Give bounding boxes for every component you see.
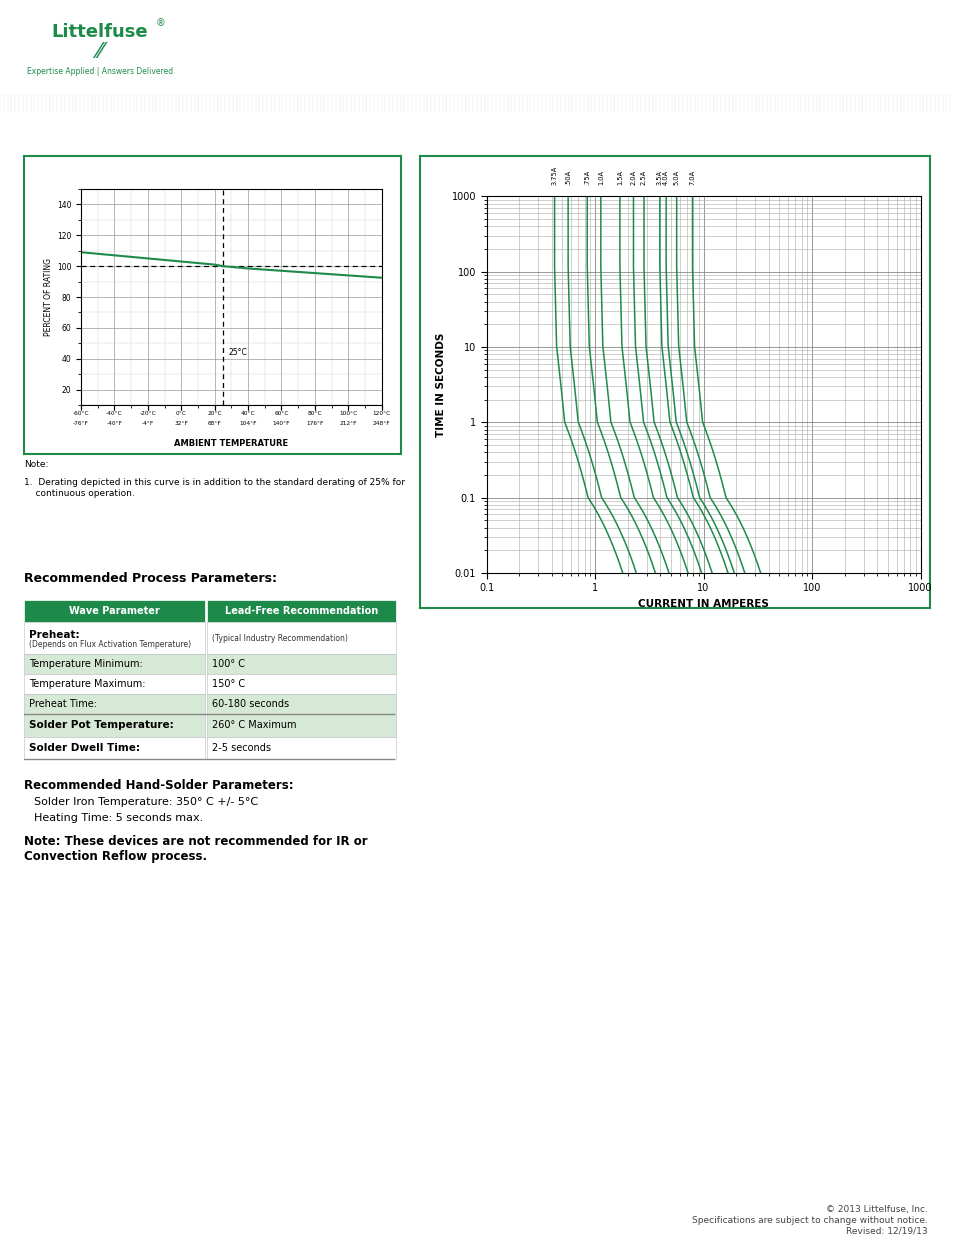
Text: 260° C Maximum: 260° C Maximum <box>212 720 296 730</box>
Y-axis label: PERCENT OF RATING: PERCENT OF RATING <box>44 258 52 336</box>
Bar <box>24 674 205 694</box>
Text: Heating Time: 5 seconds max.: Heating Time: 5 seconds max. <box>33 813 203 823</box>
Text: Soldering Parameters: Soldering Parameters <box>30 538 173 551</box>
Text: (Depends on Flux Activation Temperature): (Depends on Flux Activation Temperature) <box>29 640 191 650</box>
X-axis label: CURRENT IN AMPERES: CURRENT IN AMPERES <box>638 599 768 609</box>
Text: 100° C: 100° C <box>212 659 245 669</box>
Text: Note:: Note: <box>24 461 49 469</box>
Text: Note: These devices are not recommended for IR or
Convection Reflow process.: Note: These devices are not recommended … <box>24 835 367 863</box>
Bar <box>207 714 395 736</box>
Text: .75A: .75A <box>583 170 590 185</box>
Bar <box>24 622 205 655</box>
Text: Solder Pot Temperature:: Solder Pot Temperature: <box>29 720 173 730</box>
Text: ⁄⁄: ⁄⁄ <box>96 42 104 62</box>
Text: Temperature Minimum:: Temperature Minimum: <box>29 659 142 669</box>
Bar <box>24 736 205 758</box>
Bar <box>207 736 395 758</box>
Text: Preheat:: Preheat: <box>29 630 79 640</box>
Text: 2.5A: 2.5A <box>640 170 646 185</box>
Bar <box>207 674 395 694</box>
Text: .50A: .50A <box>564 170 571 185</box>
Text: 7.0A: 7.0A <box>689 170 695 185</box>
Y-axis label: TIME IN SECONDS: TIME IN SECONDS <box>436 332 446 437</box>
Text: Temperature Rerating Curve: Temperature Rerating Curve <box>30 133 218 146</box>
Text: Solder Dwell Time:: Solder Dwell Time: <box>29 742 140 752</box>
Text: 5.0A: 5.0A <box>673 170 679 185</box>
Text: ®: ® <box>156 19 166 28</box>
Text: PICO® II > Slo-Blo® > 473 Series: PICO® II > Slo-Blo® > 473 Series <box>210 49 444 63</box>
Text: Littelfuse: Littelfuse <box>51 23 148 41</box>
Text: 1.0A: 1.0A <box>598 170 603 185</box>
Text: 150° C: 150° C <box>212 679 245 689</box>
Text: Wave Parameter: Wave Parameter <box>70 606 160 616</box>
Text: 4.0A: 4.0A <box>662 170 668 185</box>
Bar <box>207 694 395 714</box>
Bar <box>24 600 205 622</box>
Bar <box>207 600 395 622</box>
Text: 60-180 seconds: 60-180 seconds <box>212 699 289 709</box>
Bar <box>12 7 196 86</box>
Text: 3.5A: 3.5A <box>657 170 662 185</box>
Text: (Typical Industry Recommendation): (Typical Industry Recommendation) <box>212 634 348 642</box>
Text: Recommended Process Parameters:: Recommended Process Parameters: <box>24 572 276 585</box>
Text: 25°C: 25°C <box>228 348 247 357</box>
Text: Average Time Current Curves: Average Time Current Curves <box>427 133 622 146</box>
Bar <box>24 694 205 714</box>
X-axis label: AMBIENT TEMPERATURE: AMBIENT TEMPERATURE <box>174 438 288 447</box>
Text: Solder Iron Temperature: 350° C +/- 5°C: Solder Iron Temperature: 350° C +/- 5°C <box>33 797 257 806</box>
Text: 3.75A: 3.75A <box>551 165 557 185</box>
Text: Lead-Free Recommendation: Lead-Free Recommendation <box>225 606 377 616</box>
Text: Axial Lead & Cartridge Fuses: Axial Lead & Cartridge Fuses <box>210 16 572 36</box>
Text: Expertise Applied | Answers Delivered: Expertise Applied | Answers Delivered <box>27 68 172 77</box>
Text: 2-5 seconds: 2-5 seconds <box>212 742 271 752</box>
Bar <box>24 655 205 674</box>
Text: Recommended Hand-Solder Parameters:: Recommended Hand-Solder Parameters: <box>24 779 294 792</box>
Text: 2.0A: 2.0A <box>630 170 636 185</box>
Text: Temperature Maximum:: Temperature Maximum: <box>29 679 145 689</box>
Text: Preheat Time:: Preheat Time: <box>29 699 96 709</box>
Text: 1.  Derating depicted in this curve is in addition to the standard derating of 2: 1. Derating depicted in this curve is in… <box>24 478 404 498</box>
Bar <box>24 714 205 736</box>
Text: 1.5A: 1.5A <box>617 170 622 185</box>
Text: © 2013 Littelfuse, Inc.
Specifications are subject to change without notice.
Rev: © 2013 Littelfuse, Inc. Specifications a… <box>691 1205 927 1235</box>
Bar <box>207 622 395 655</box>
Bar <box>207 655 395 674</box>
